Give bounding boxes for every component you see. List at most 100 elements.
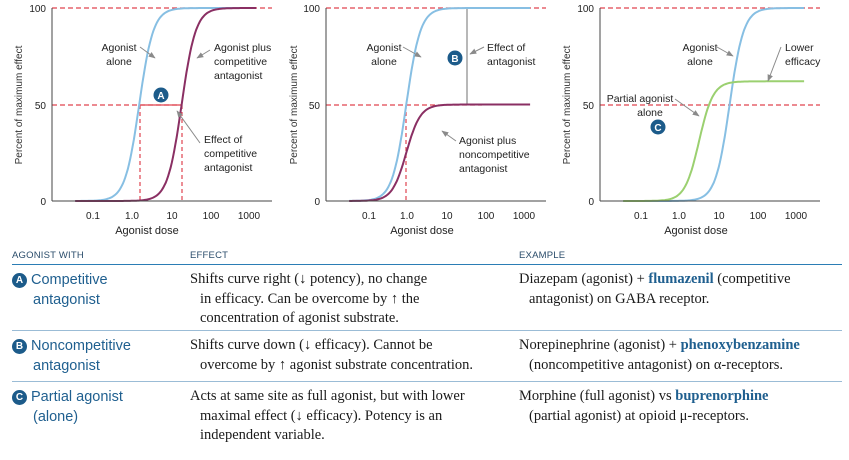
row-name-line: Noncompetitive <box>31 338 131 354</box>
example-text: Norepinephrine (agonist) + <box>519 337 681 353</box>
x-tick-labels: 0.1 1.0 10 100 1000 <box>86 211 261 222</box>
svg-text:C: C <box>654 123 661 134</box>
leader-competitive <box>196 49 211 59</box>
header-agonist-with: AGONIST WITH <box>12 250 84 261</box>
svg-text:A: A <box>157 91 164 102</box>
row-effect: Shifts curve down (↓ efficacy). Cannot b… <box>190 336 515 375</box>
marker-c: C <box>650 119 666 135</box>
leader-effect <box>176 110 201 144</box>
row-effect: Shifts curve right (↓ potency), no chang… <box>190 270 515 329</box>
x-tick-label: 0.1 <box>634 211 648 222</box>
x-tick-label: 100 <box>478 211 495 222</box>
row-name-line: antagonist <box>33 292 100 308</box>
label-agonist-alone: Agonist alone <box>366 42 401 68</box>
effect-line: in efficacy. Can be overcome by ↑ the <box>200 290 420 307</box>
x-tick-label: 0.1 <box>362 211 376 222</box>
table-row-partial-agonist: C Partial agonist (alone) Acts at same si… <box>12 382 842 452</box>
label-lower-efficacy: Lower efficacy <box>785 42 821 68</box>
example-text: (competitive <box>713 271 791 287</box>
example-line: (noncompetitive antagonist) on α-recepto… <box>529 356 784 373</box>
x-tick-label: 1000 <box>513 211 536 222</box>
x-tick-label: 10 <box>441 211 453 222</box>
badge-c-icon: C <box>12 390 27 405</box>
table-header: AGONIST WITH EFFECT EXAMPLE <box>12 244 842 265</box>
series-line-agonist-alone <box>349 7 531 202</box>
dose-response-charts: 100 50 0 0.1 1.0 10 100 1000 Agonist dos… <box>14 4 821 237</box>
marker-a: A <box>153 87 169 103</box>
x-tick-label: 100 <box>203 211 220 222</box>
x-axis-label: Agonist dose <box>664 225 728 237</box>
x-tick-label: 1.0 <box>400 211 414 222</box>
row-example: Diazepam (agonist) + flumazenil (competi… <box>519 270 844 309</box>
row-name-line: antagonist <box>33 358 100 374</box>
table-row-noncompetitive: B Noncompetitive antagonist Shifts curve … <box>12 331 842 382</box>
row-name: A Competitive antagonist <box>12 270 182 310</box>
example-text: Morphine (full agonist) vs <box>519 388 676 404</box>
y-tick-label: 0 <box>40 197 46 208</box>
row-name-line: Competitive <box>31 272 108 288</box>
x-axis-label: Agonist dose <box>115 225 179 237</box>
x-tick-label: 100 <box>750 211 767 222</box>
badge-a-icon: A <box>12 273 27 288</box>
y-tick-label: 50 <box>309 101 321 112</box>
leader-noncompetitive <box>441 130 457 142</box>
label-agonist-alone: Agonist alone <box>682 42 717 68</box>
series-line-noncompetitive <box>349 103 531 202</box>
leader-partial-agonist <box>674 98 700 117</box>
marker-b: B <box>447 50 463 66</box>
label-effect: Effect of antagonist <box>487 42 536 68</box>
x-tick-label: 1.0 <box>672 211 686 222</box>
example-drug: buprenorphine <box>675 388 769 404</box>
chart-panel-partial-agonist: 100 50 0 0.1 1.0 10 100 1000 Agonist dos… <box>562 4 821 237</box>
leader-agonist-alone <box>402 46 422 58</box>
label-effect: Effect of competitive antagonist <box>204 134 257 174</box>
example-line: (partial agonist) at opioid μ-receptors. <box>529 407 749 424</box>
header-example: EXAMPLE <box>519 250 566 261</box>
label-competitive: Agonist plus competitive antagonist <box>214 42 271 82</box>
example-line: antagonist) on GABA receptor. <box>529 290 710 307</box>
x-tick-label: 1.0 <box>125 211 139 222</box>
y-tick-label: 50 <box>35 101 47 112</box>
row-name-line: (alone) <box>33 409 79 425</box>
leader-agonist-alone <box>716 46 734 57</box>
row-example: Norepinephrine (agonist) + phenoxybenzam… <box>519 336 844 375</box>
x-tick-label: 1000 <box>238 211 261 222</box>
example-drug: phenoxybenzamine <box>680 337 800 353</box>
chart-panel-noncompetitive: 100 50 0 0.1 1.0 10 100 1000 Agonist dos… <box>289 4 546 237</box>
effect-line: Acts at same site as full agonist, but w… <box>190 388 465 404</box>
row-name: C Partial agonist (alone) <box>12 387 182 427</box>
y-tick-label: 0 <box>314 197 320 208</box>
y-tick-labels: 100 50 0 <box>303 4 320 208</box>
effect-line: maximal effect (↓ efficacy). Potency is … <box>200 407 443 424</box>
svg-text:B: B <box>451 54 458 65</box>
effect-line: overcome by ↑ agonist substrate concentr… <box>200 356 474 373</box>
y-tick-label: 100 <box>29 4 46 15</box>
effect-line: Shifts curve down (↓ efficacy). Cannot b… <box>190 337 433 353</box>
label-agonist-alone: Agonist alone <box>101 42 136 68</box>
label-partial-agonist: Partial agonist alone <box>607 93 674 119</box>
badge-b-icon: B <box>12 339 27 354</box>
example-drug: flumazenil <box>648 271 714 287</box>
row-name: B Noncompetitive antagonist <box>12 336 182 376</box>
y-tick-label: 0 <box>588 197 594 208</box>
y-tick-label: 100 <box>577 4 594 15</box>
chart-panel-competitive: 100 50 0 0.1 1.0 10 100 1000 Agonist dos… <box>14 4 272 237</box>
x-tick-label: 0.1 <box>86 211 100 222</box>
x-tick-labels: 0.1 1.0 10 100 1000 <box>634 211 808 222</box>
label-noncompetitive: Agonist plus noncompetitive antagonist <box>459 135 530 175</box>
row-name-line: Partial agonist <box>31 389 123 405</box>
leader-agonist-alone <box>139 46 156 59</box>
y-tick-label: 50 <box>583 101 595 112</box>
row-example: Morphine (full agonist) vs buprenorphine… <box>519 387 844 426</box>
header-effect: EFFECT <box>190 250 229 261</box>
x-tick-labels: 0.1 1.0 10 100 1000 <box>362 211 536 222</box>
table-row-competitive: A Competitive antagonist Shifts curve rig… <box>12 265 842 331</box>
y-tick-labels: 100 50 0 <box>577 4 594 208</box>
effect-line: concentration of agonist substrate. <box>200 310 399 326</box>
y-axis-label: Percent of maximum effect <box>14 45 25 164</box>
x-tick-label: 10 <box>713 211 725 222</box>
x-axis-label: Agonist dose <box>390 225 454 237</box>
y-axis-label: Percent of maximum effect <box>289 45 300 164</box>
effect-line: independent variable. <box>200 427 325 443</box>
leader-lower-efficacy <box>767 46 782 82</box>
